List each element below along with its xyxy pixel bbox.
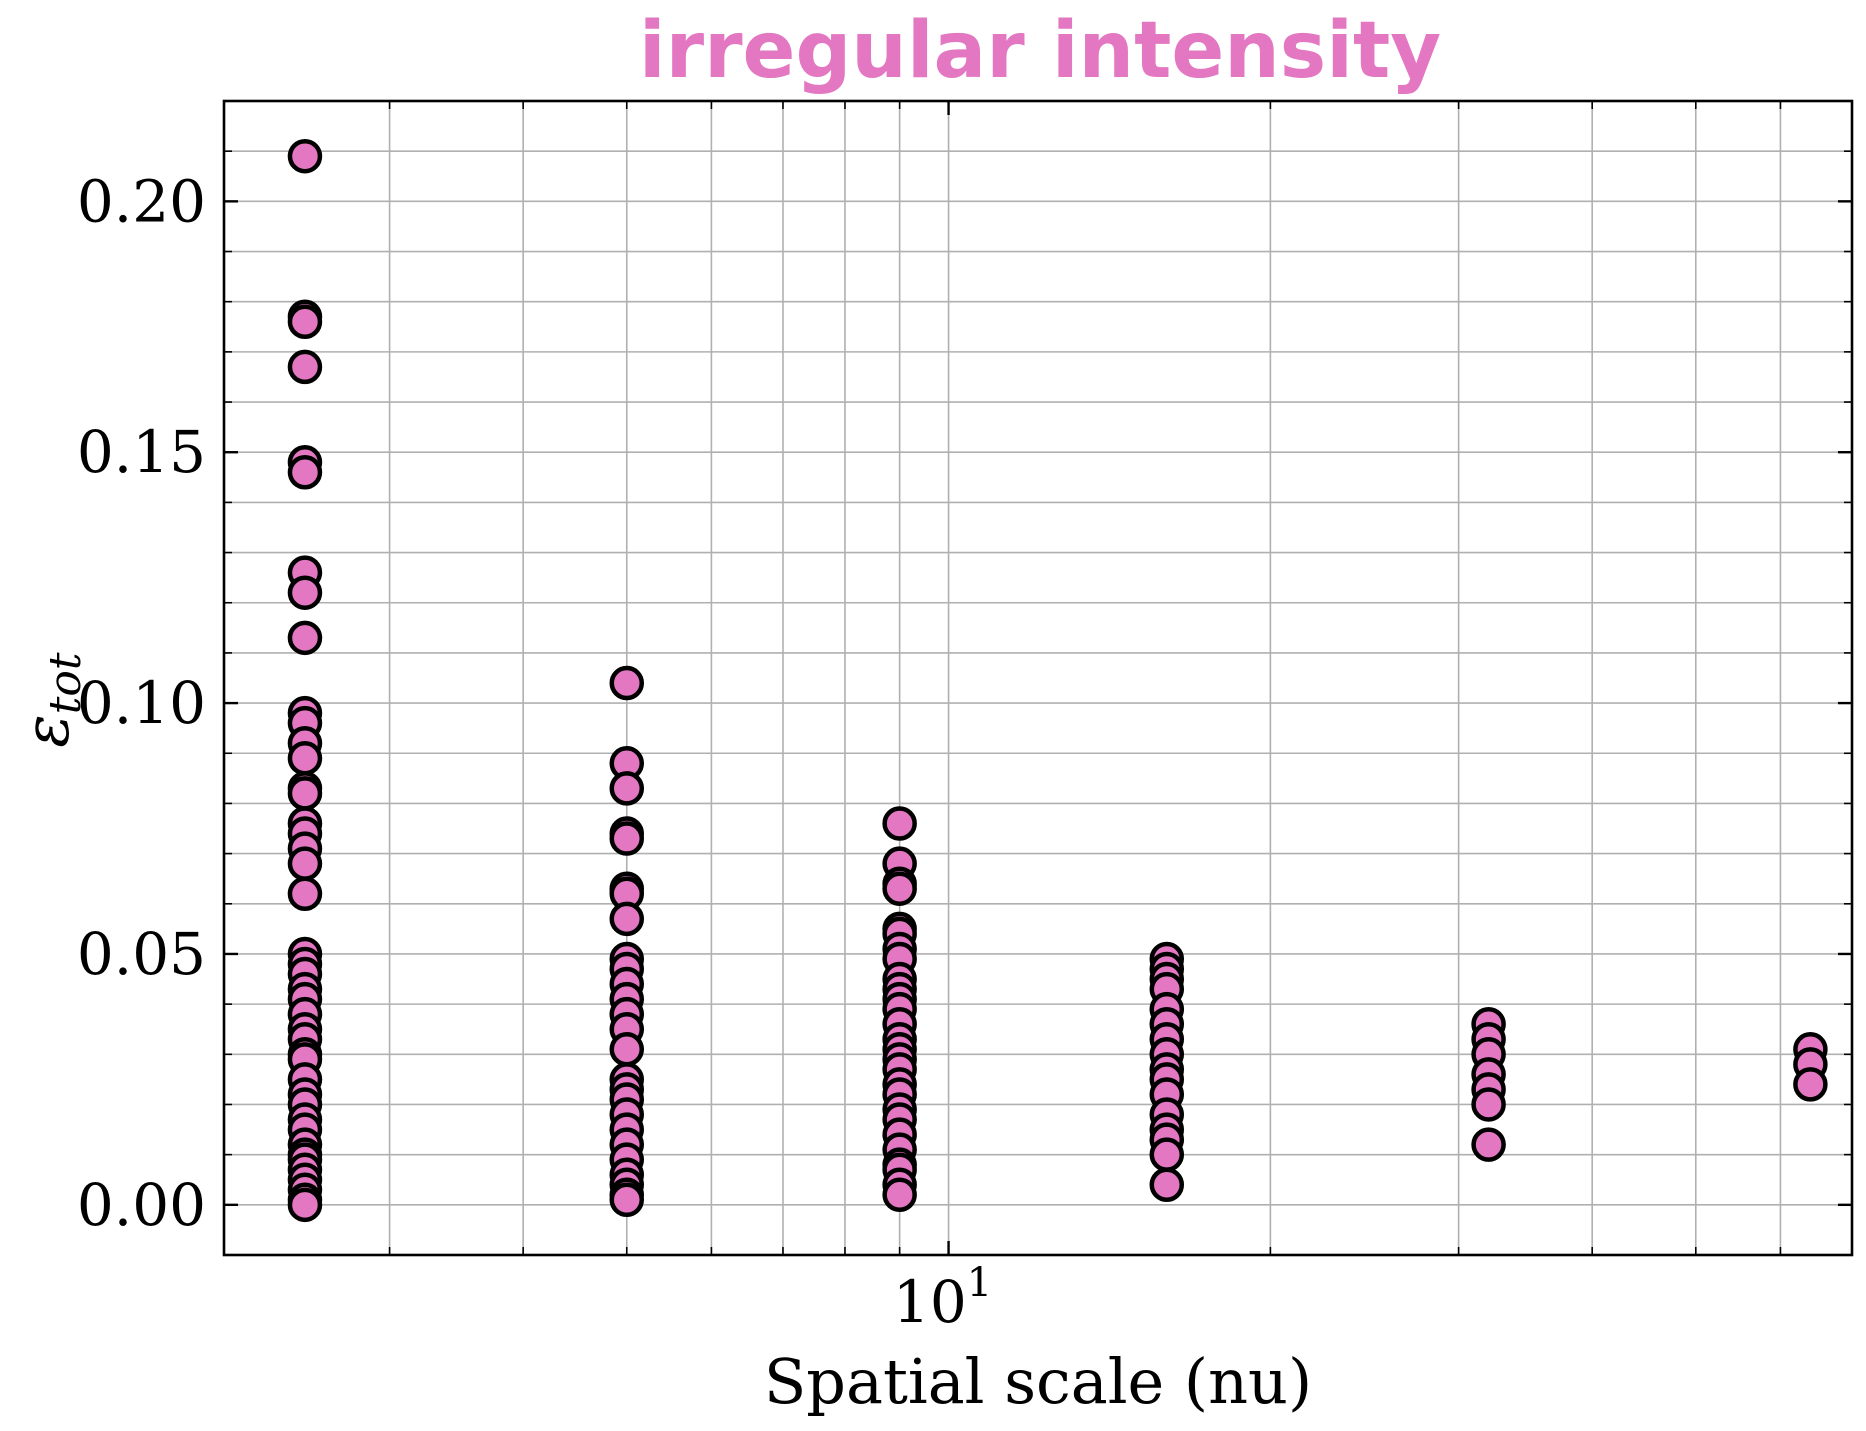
- y-axis-label-main: ε: [10, 714, 83, 747]
- y-axis-label-subscript: tot: [40, 652, 91, 714]
- data-point: [287, 349, 323, 385]
- axis-ticks: 0.00 0.05 0.10 0.15 0.20 101: [77, 100, 1852, 1336]
- y-tick-label: 0.05: [77, 920, 206, 988]
- y-tick-label: 0.20: [77, 167, 206, 235]
- plot-frame: [222, 99, 1854, 1257]
- x-axis-label: Spatial scale (nu): [764, 1345, 1312, 1418]
- x-tick-label: 101: [893, 1260, 992, 1336]
- data-point: [1793, 1067, 1828, 1102]
- data-point: [609, 821, 645, 856]
- chart-title: irregular intensity: [639, 6, 1441, 96]
- data-point: [287, 846, 323, 881]
- data-point: [882, 806, 917, 841]
- y-tick-label: 0.10: [77, 669, 206, 737]
- y-tick-label: 0.15: [77, 418, 206, 486]
- data-point: [1471, 1087, 1506, 1122]
- data-point: [287, 575, 323, 610]
- data-points: [287, 138, 1828, 1223]
- data-point: [287, 455, 323, 490]
- data-point: [609, 1182, 645, 1218]
- data-point: [287, 138, 323, 174]
- y-tick-label: 0.00: [77, 1171, 206, 1239]
- data-point: [1149, 1137, 1185, 1172]
- data-point: [882, 1177, 917, 1213]
- data-point: [287, 876, 323, 911]
- data-point: [287, 741, 323, 776]
- data-point: [1471, 1127, 1506, 1162]
- data-point: [1149, 1167, 1185, 1203]
- data-point: [882, 871, 917, 906]
- data-point: [287, 776, 323, 811]
- data-point: [287, 1187, 323, 1223]
- data-point: [609, 1032, 645, 1067]
- data-point: [287, 304, 323, 340]
- data-point: [609, 771, 645, 806]
- data-point: [609, 901, 645, 937]
- y-axis-label: εtot: [10, 652, 91, 747]
- data-point: [609, 665, 645, 701]
- data-point: [287, 620, 323, 656]
- grid: [224, 100, 1852, 1256]
